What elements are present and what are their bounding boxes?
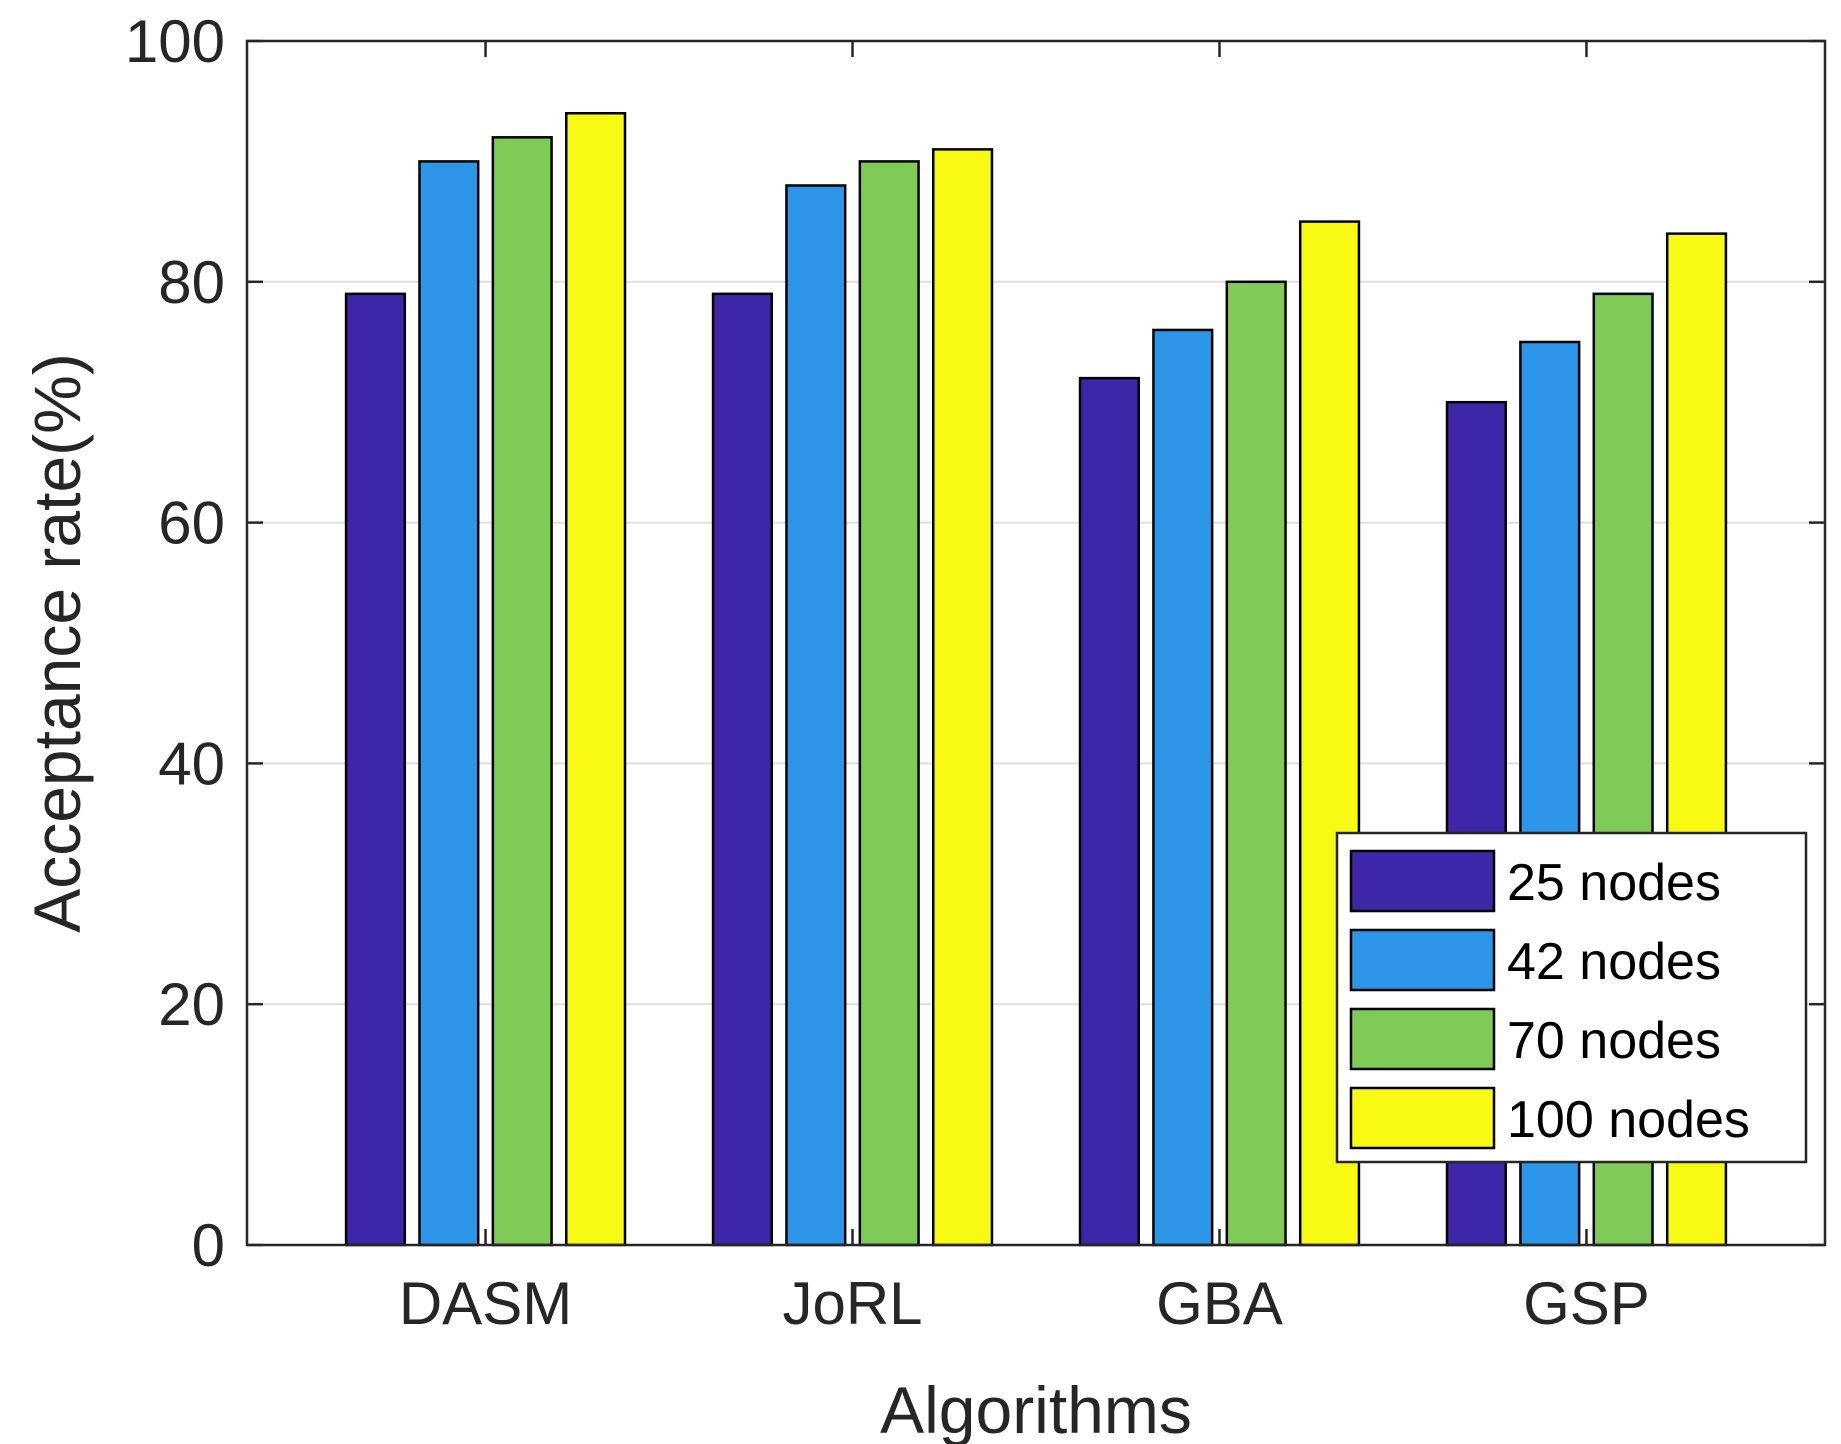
- bar-gba-70-nodes: [1225, 280, 1287, 1247]
- bar-gba-42-nodes: [1152, 328, 1214, 1247]
- x-tick-label: GBA: [1156, 1270, 1283, 1337]
- bar-gba-25-nodes: [1078, 376, 1141, 1247]
- y-axis-tick-labels: 0 20 40 60 80 100: [125, 8, 225, 1279]
- legend-swatch: [1349, 1086, 1496, 1150]
- x-tick-label: GSP: [1523, 1270, 1650, 1337]
- plot-area-frame: [245, 39, 1827, 1247]
- legend: 25 nodes 42 nodes 70 nodes 100 nodes: [1335, 831, 1808, 1164]
- legend-label: 42 nodes: [1507, 933, 1721, 991]
- bar-jorl-100-nodes: [931, 148, 994, 1247]
- y-tick-label: 20: [158, 971, 225, 1038]
- y-tick-label: 100: [125, 8, 225, 75]
- y-tick-label: 0: [192, 1212, 225, 1279]
- bars: [344, 111, 1728, 1247]
- x-axis-title: Algorithms: [880, 1373, 1192, 1444]
- legend-swatch: [1349, 849, 1496, 913]
- legend-label: 70 nodes: [1507, 1012, 1721, 1070]
- legend-label: 25 nodes: [1507, 854, 1721, 912]
- legend-swatch: [1349, 1007, 1496, 1071]
- bar-jorl-25-nodes: [711, 292, 774, 1247]
- axis-ticks: [247, 39, 1825, 1247]
- bar-dasm-42-nodes: [418, 160, 480, 1247]
- x-axis-tick-labels: DASM JoRL GBA GSP: [399, 1270, 1650, 1337]
- y-tick-label: 40: [158, 730, 225, 797]
- bar-dasm-100-nodes: [565, 111, 627, 1247]
- y-axis-title: Acceptance rate(%): [20, 353, 94, 933]
- legend-label: 100 nodes: [1507, 1091, 1750, 1149]
- bar-jorl-42-nodes: [785, 184, 847, 1247]
- y-tick-label: 80: [158, 249, 225, 316]
- y-tick-label: 60: [158, 490, 225, 557]
- x-tick-label: JoRL: [782, 1270, 922, 1337]
- x-tick-label: DASM: [399, 1270, 572, 1337]
- bar-dasm-70-nodes: [491, 136, 553, 1247]
- bar-jorl-70-nodes: [858, 160, 920, 1247]
- bar-dasm-25-nodes: [344, 292, 407, 1247]
- legend-swatch: [1349, 928, 1496, 992]
